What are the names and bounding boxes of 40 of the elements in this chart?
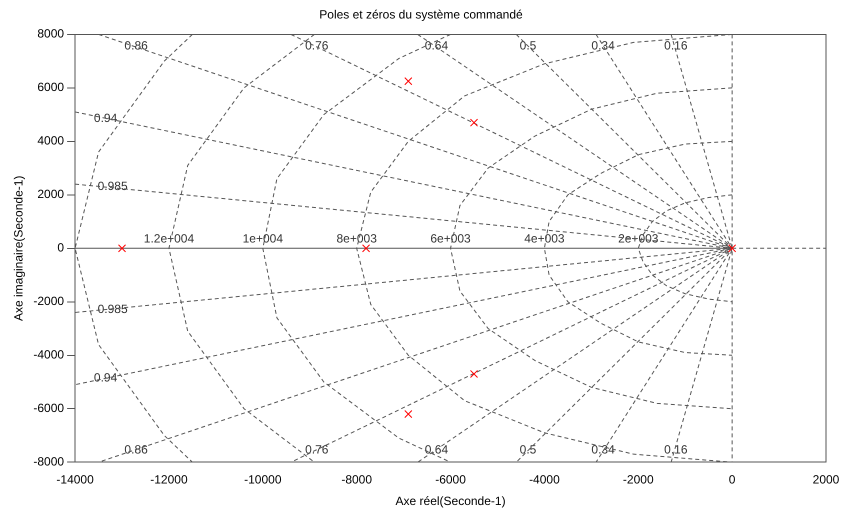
y-tick-label: 8000 [37,26,64,41]
y-tick-label: -2000 [33,294,64,308]
x-tick-label: -14000 [56,472,94,487]
x-tick-label: -10000 [244,472,282,487]
x-tick-label: -2000 [622,472,654,487]
x-tick-label: -6000 [435,472,466,487]
annotation: 8e+003 [336,231,378,246]
annotation: 0.94 [94,110,118,125]
x-axis-title: Axe réel(Seconde-1) [396,494,506,508]
annotation: 0.16 [664,38,688,53]
annotation: 0.5 [520,38,537,53]
y-axis-title: Axe imaginaire(Seconde-1) [12,176,26,322]
annotation: 0.86 [124,442,148,456]
y-tick-label: -8000 [33,454,64,469]
annotation: 1e+004 [242,231,284,246]
annotation: 6e+003 [430,231,472,246]
x-tick-label: -12000 [150,472,188,487]
annotation: 0.76 [305,38,329,53]
x-tick-label: 2000 [812,472,840,487]
annotation: 0.34 [591,442,616,456]
y-tick-label: 6000 [37,80,64,94]
annotation: 0.5 [520,442,537,456]
annotation: 0.985 [98,179,128,194]
y-tick-label: -6000 [33,401,64,416]
annotation: 0.76 [305,442,329,456]
annotation: 0.86 [124,38,148,53]
y-tick-label: 4000 [37,134,64,148]
x-tick-label: -4000 [529,472,560,487]
y-tick-label: 2000 [37,187,64,202]
chart-title: Poles et zéros du système commandé [319,8,524,22]
x-tick-label: 0 [728,472,736,487]
annotation: 0.64 [424,38,448,53]
annotation: 0.94 [94,370,118,384]
annotation: 0.16 [664,442,688,456]
annotation: 1.2e+004 [144,231,194,246]
y-tick-label: 0 [57,240,64,255]
x-tick-label: -8000 [341,472,372,487]
annotation: 0.985 [98,302,128,316]
annotation: 4e+003 [524,231,565,246]
y-tick-label: -4000 [33,348,64,362]
